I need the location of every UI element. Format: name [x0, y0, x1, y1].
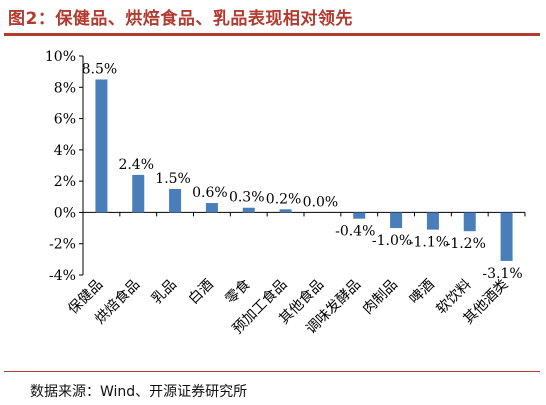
bar-6	[279, 209, 292, 213]
figure-title: 图2：保健品、烘焙食品、乳品表现相对领先	[8, 9, 353, 29]
bar-12	[500, 212, 513, 261]
y-tick-label: 6%	[54, 112, 76, 128]
bar-1	[95, 79, 108, 213]
bar-10	[426, 212, 439, 230]
category-label: 肉制品	[360, 277, 401, 318]
data-label: -1.1%	[409, 235, 449, 251]
bar-2	[132, 174, 145, 213]
data-label: 8.5%	[82, 61, 118, 77]
bar-11	[463, 212, 476, 232]
title-rule	[4, 33, 540, 36]
bar-8	[353, 212, 366, 219]
category-label: 白酒	[186, 277, 217, 308]
category-label: 啤酒	[407, 277, 438, 308]
data-label: 2.4%	[118, 157, 154, 173]
category-label: 乳品	[149, 277, 180, 308]
bar-9	[390, 212, 403, 229]
y-tick-label: 0%	[54, 205, 76, 221]
data-label: 0.6%	[192, 185, 228, 201]
data-label: -1.2%	[446, 236, 486, 252]
bar-4	[205, 203, 218, 213]
category-label: 零食	[222, 276, 254, 308]
data-label: -3.1%	[482, 266, 522, 282]
data-label: 0.3%	[229, 190, 265, 206]
y-tick-label: 4%	[54, 143, 76, 159]
data-label: 1.5%	[155, 171, 191, 187]
data-label: -0.4%	[335, 224, 375, 240]
data-label: -1.0%	[372, 233, 412, 249]
data-label: 0.2%	[266, 191, 302, 207]
source-note: 数据来源：Wind、开源证券研究所	[30, 384, 248, 400]
y-tick-label: -2%	[49, 237, 76, 253]
y-tick-label: -4%	[49, 268, 76, 284]
data-label: 0.0%	[303, 194, 339, 210]
source-rule	[4, 371, 540, 372]
y-tick-label: 10%	[45, 49, 76, 65]
y-tick-label: 8%	[54, 80, 76, 96]
bar-5	[242, 207, 255, 213]
y-tick-label: 2%	[54, 174, 76, 190]
bar-3	[169, 188, 182, 213]
